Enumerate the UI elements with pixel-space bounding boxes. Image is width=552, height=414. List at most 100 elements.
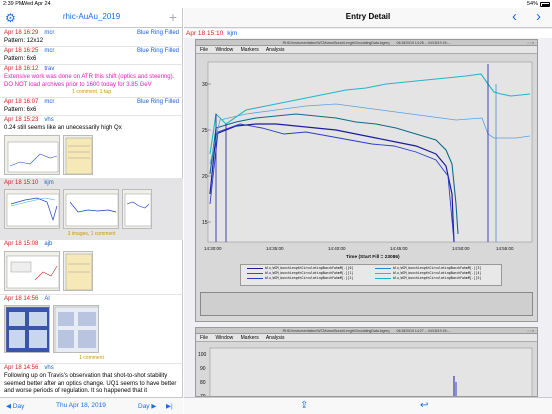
image-thumbnail[interactable]: [63, 250, 93, 291]
battery-icon: [540, 2, 550, 7]
entry-author: kjm: [44, 179, 54, 186]
window-titlebar: RHIC/Instrumentation/WCM/wcmBunchLengthC…: [196, 328, 537, 334]
attached-image-1[interactable]: RHIC/Instrumentation/WCM/wcmBunchLengthC…: [195, 39, 538, 322]
entry-timestamp: Apr 18 16:25: [4, 48, 39, 55]
thumbnail-graphic: [6, 193, 59, 227]
entry-timestamp: Apr 18 16:12: [4, 66, 39, 73]
battery-percent: 54%: [526, 1, 538, 7]
thumbnail-graphic: [65, 193, 118, 227]
window-menubar: File Window Markers Analysis: [196, 46, 537, 54]
list-item[interactable]: Apr 18 15:23 vhs 0.24 still seems like an…: [0, 116, 183, 179]
image-thumbnail[interactable]: [4, 189, 60, 230]
thumbnail-graphic: [65, 137, 92, 174]
image-thumbnail[interactable]: [4, 305, 50, 354]
entry-meta: 1 comment, 1 tag: [72, 89, 111, 96]
y-tick-label: 90: [200, 366, 206, 372]
x-tick-label: 14:40:00: [328, 246, 346, 251]
legend-entry: blu_WCM_bunchLengthCirculatingBunchFwhmM…: [393, 266, 482, 270]
detail-entry-header: Apr 18 15:10 kjm: [184, 29, 552, 38]
previous-day-button[interactable]: ◀ Day: [6, 403, 25, 410]
detail-title: Entry Detail: [345, 12, 391, 21]
thumbnail-graphic: [5, 307, 49, 353]
thumbnail-graphic: [54, 307, 98, 353]
window-title: RHIC/Instrumentation/WCM/wcmBunchLengthC…: [282, 41, 390, 45]
entry-timestamp: Apr 18 15:10: [4, 179, 39, 186]
y-tick-label: 15: [202, 220, 208, 226]
list-item[interactable]: Apr 18 14:56 Al 1 comment: [0, 295, 183, 365]
menu-window: Window: [215, 335, 234, 341]
detail-toolbar: ⇪ ↩: [184, 397, 552, 414]
entry-timestamp: Apr 18 16:07: [4, 99, 39, 106]
gear-icon[interactable]: ⚙: [5, 11, 16, 25]
add-entry-button[interactable]: +: [168, 9, 177, 25]
menu-file: File: [200, 47, 209, 53]
window-title-date: 04/18/2019 14:28 -- 04/18/19 15:...: [396, 41, 451, 45]
y-tick-label: 25: [202, 128, 208, 134]
menu-window: Window: [215, 47, 234, 53]
y-tick-label: 20: [202, 174, 208, 180]
chevron-right-icon[interactable]: ›: [536, 8, 541, 25]
entry-author: vhs: [44, 117, 54, 124]
y-tick-label: 30: [202, 82, 208, 88]
entry-timestamp: Apr 18 14:56: [4, 365, 39, 372]
plot-area: 30 25 20 15 14:30:00 14:35:00 14:40:00 1…: [196, 54, 537, 321]
reply-icon[interactable]: ↩: [420, 400, 429, 411]
list-nav-bar: ⚙ rhic-AuAu_2019 +: [0, 8, 183, 28]
entry-timestamp: Apr 18 16:29: [4, 30, 39, 36]
detail-nav-bar: Entry Detail ‹ ›: [184, 8, 552, 28]
menu-markers: Markers: [240, 335, 259, 341]
entry-body: Following up on Travis's observation tha…: [4, 372, 177, 395]
entry-meta: 1 comment: [79, 355, 104, 362]
list-item[interactable]: Apr 18 16:07 mcr Blue Ring Filled Pattern…: [0, 98, 183, 117]
list-item[interactable]: Apr 18 15:08 ajb: [0, 240, 183, 295]
plot-area: 100 90 80 70: [196, 342, 537, 397]
list-item[interactable]: Apr 18 14:56 vhs Following up on Travis's…: [0, 364, 183, 397]
current-date-label[interactable]: Thu Apr 18, 2019: [56, 402, 106, 409]
trace-royal: [209, 123, 455, 243]
entry-list[interactable]: Apr 18 16:29 mcr Blue Ring Filled Pattern…: [0, 29, 183, 397]
entry-list-pane: ⚙ rhic-AuAu_2019 + Apr 18 16:29 mcr Blue …: [0, 8, 183, 414]
x-tick-label: 14:30:00: [204, 246, 222, 251]
image-thumbnail[interactable]: [4, 134, 60, 175]
legend-entry: blu_WCM_bunchLengthCirculatingBunchFwhmM…: [265, 276, 354, 280]
thumbnail-graphic: [124, 193, 151, 227]
chevron-left-icon[interactable]: ‹: [512, 8, 517, 25]
image-thumbnail[interactable]: [4, 250, 60, 291]
y-tick-label: 70: [200, 394, 206, 397]
window-title-date: 04/18/2019 14:27 -- 04/18/19 15:...: [396, 329, 451, 333]
list-item[interactable]: Apr 18 16:29 mcr Blue Ring Filled Pattern…: [0, 29, 183, 48]
entry-author: vhs: [44, 365, 54, 372]
list-item-selected[interactable]: Apr 18 15:10 kjm 3 images, 1 comment: [0, 178, 183, 241]
logbook-title[interactable]: rhic-AuAu_2019: [62, 12, 121, 21]
image-thumbnail[interactable]: [63, 134, 93, 175]
menu-markers: Markers: [240, 47, 259, 53]
x-tick-label: 14:35:00: [266, 246, 284, 251]
window-titlebar: RHIC/Instrumentation/WCM/wcmBunchLengthC…: [196, 40, 537, 46]
second-plot: 100 90 80 70: [198, 347, 533, 397]
x-tick-label: 14:45:00: [390, 246, 408, 251]
thumbnail-row: [4, 249, 179, 293]
share-icon[interactable]: ⇪: [300, 400, 309, 411]
entry-timestamp: Apr 18 14:56: [4, 295, 39, 302]
entry-detail-pane: Entry Detail ‹ › Apr 18 15:10 kjm RHIC/In…: [184, 8, 552, 414]
entry-body: 0.24 still seems like an unecessarily hi…: [4, 124, 122, 131]
image-thumbnail[interactable]: [53, 305, 99, 354]
entry-author: Al: [44, 295, 50, 302]
trace-cyan: [209, 73, 531, 155]
status-time: 2:39 PM: [3, 1, 24, 7]
image-thumbnail[interactable]: [122, 189, 152, 230]
menu-file: File: [200, 335, 209, 341]
list-item[interactable]: Apr 18 16:12 trav Extensive work was done…: [0, 65, 183, 99]
window-controls-icon: ▫▫×: [527, 41, 535, 45]
attached-image-2[interactable]: RHIC/Instrumentation/WCM/wcmBunchLengthC…: [195, 327, 538, 397]
x-tick-label: 14:50:00: [452, 246, 470, 251]
next-day-button[interactable]: Day ▶: [138, 403, 157, 410]
last-day-button[interactable]: ▶|: [166, 403, 173, 410]
thumbnail-graphic: [6, 255, 59, 288]
list-item[interactable]: Apr 18 16:25 mcr Blue Ring Filled Pattern…: [0, 47, 183, 66]
image-thumbnail[interactable]: [63, 189, 119, 230]
day-navigation-bar: ◀ Day Thu Apr 18, 2019 Day ▶ ▶|: [0, 397, 183, 414]
plot-scroll-area: [200, 292, 533, 316]
trace-teal: [209, 113, 459, 235]
